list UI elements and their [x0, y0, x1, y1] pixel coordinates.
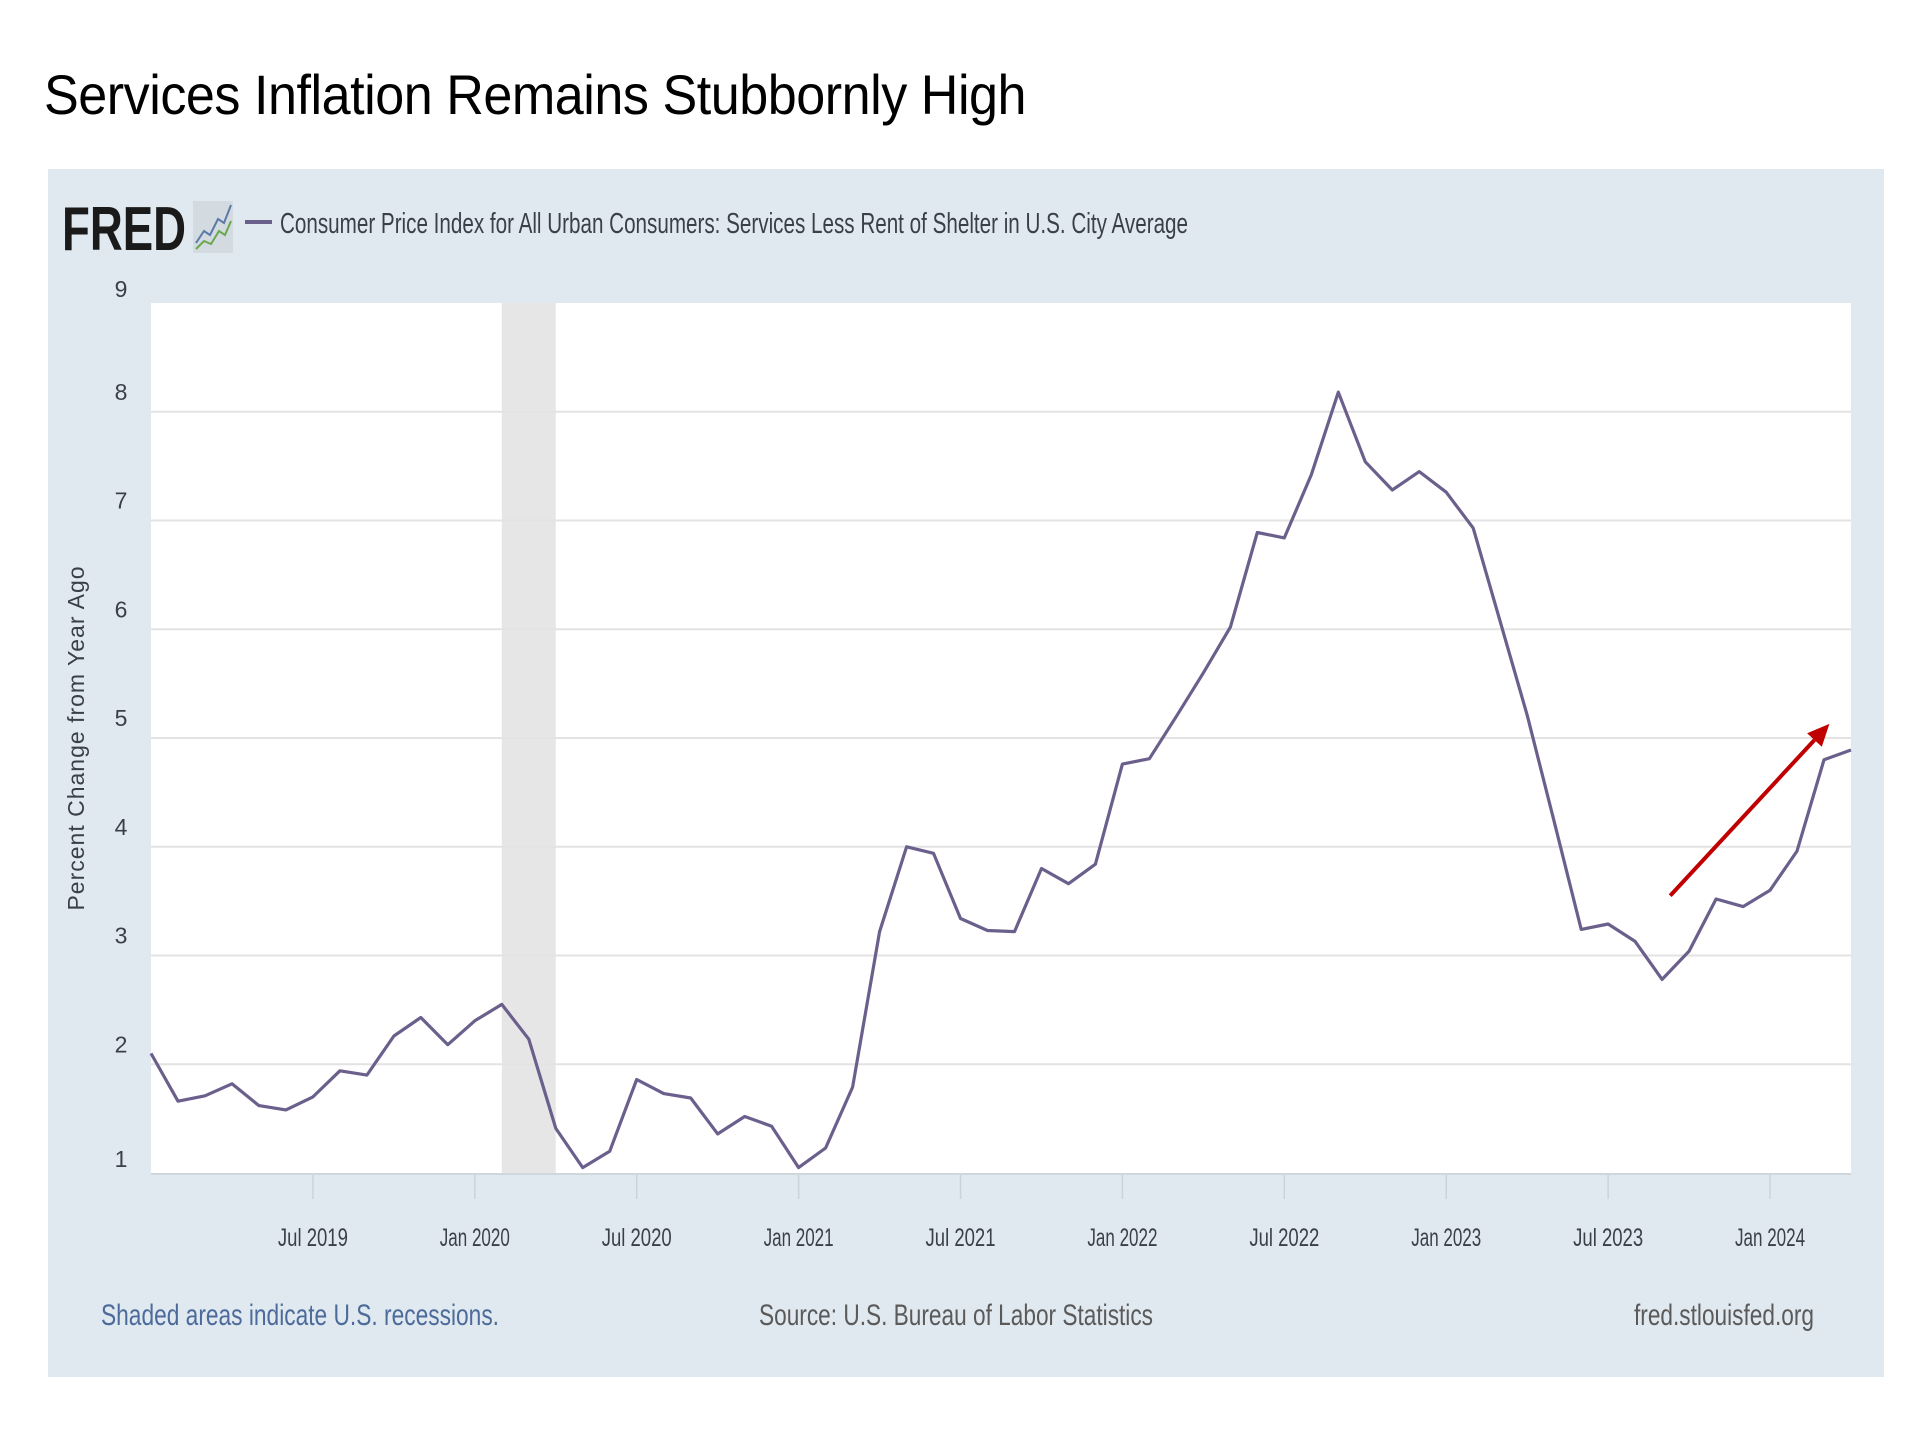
fred-chart-icon: [193, 201, 233, 253]
fred-chart-panel: FRED Consumer Price Index for All Urban …: [48, 169, 1884, 1377]
slide-title: Services Inflation Remains Stubbornly Hi…: [44, 63, 1027, 126]
x-tick-label: Jan 2021: [764, 1224, 834, 1252]
x-tick-label: Jan 2022: [1087, 1224, 1157, 1252]
y-tick-label: 6: [115, 596, 128, 622]
y-tick-label: 4: [115, 814, 128, 840]
legend-label: Consumer Price Index for All Urban Consu…: [280, 208, 1188, 240]
y-tick-label: 2: [115, 1031, 128, 1057]
y-tick-label: 8: [115, 379, 128, 405]
recession-note-link[interactable]: Shaded areas indicate U.S. recessions.: [101, 1299, 499, 1332]
y-tick-label: 9: [115, 276, 128, 302]
x-tick-label: Jan 2020: [440, 1224, 510, 1252]
fred-url-link[interactable]: fred.stlouisfed.org: [1634, 1299, 1814, 1332]
x-tick-label: Jul 2023: [1573, 1224, 1643, 1252]
x-tick-label: Jul 2019: [278, 1224, 348, 1252]
annotations: [1668, 723, 1830, 898]
y-tick-label: 1: [115, 1146, 128, 1172]
series-layer: [149, 390, 1852, 1170]
fred-logo[interactable]: FRED: [62, 195, 233, 264]
y-axis-ticks: 1 2 3 4 5 6 7 8 9: [115, 276, 128, 1172]
trend-arrow-head: [1807, 723, 1830, 747]
x-tick-label: Jan 2023: [1411, 1224, 1481, 1252]
gridlines: [151, 410, 1851, 1175]
y-axis-label: Percent Change from Year Ago: [63, 565, 89, 910]
x-tick-label: Jul 2021: [926, 1224, 996, 1252]
x-axis-ticks: Jul 2019 Jan 2020 Jul 2020 Jan 2021 Jul 2021…: [278, 1175, 1805, 1252]
x-tick-label: Jan 2024: [1735, 1224, 1805, 1252]
trend-arrow-shaft: [1668, 738, 1816, 898]
fred-logo-text: FRED: [62, 195, 186, 264]
y-tick-label: 7: [115, 488, 128, 514]
series-line: [149, 390, 1852, 1170]
legend: Consumer Price Index for All Urban Consu…: [245, 208, 1188, 240]
x-tick-label: Jul 2022: [1249, 1224, 1319, 1252]
y-tick-label: 5: [115, 705, 128, 731]
source-note: Source: U.S. Bureau of Labor Statistics: [759, 1299, 1153, 1332]
x-tick-label: Jul 2020: [602, 1224, 672, 1252]
chart-svg: FRED Consumer Price Index for All Urban …: [62, 195, 1852, 1332]
y-tick-label: 3: [115, 923, 128, 949]
